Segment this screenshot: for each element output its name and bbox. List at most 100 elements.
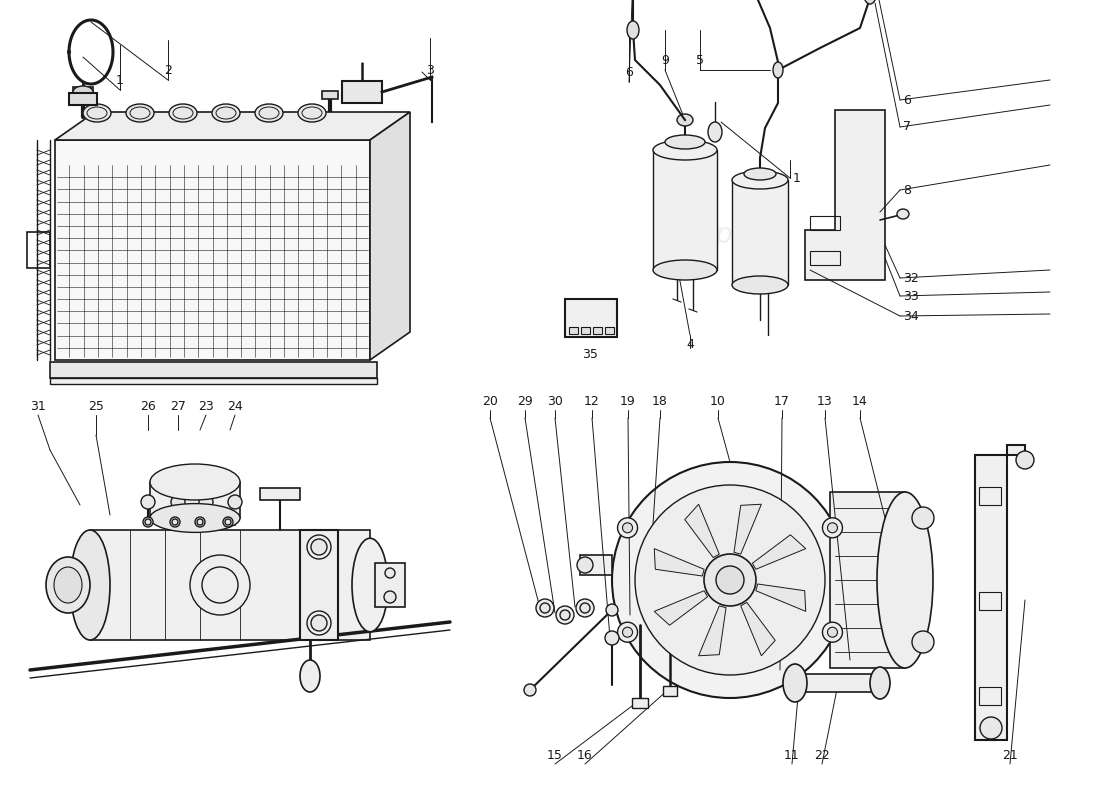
Text: 9: 9 bbox=[661, 54, 669, 67]
Text: eurøparts: eurøparts bbox=[128, 571, 262, 599]
Ellipse shape bbox=[676, 114, 693, 126]
Ellipse shape bbox=[605, 631, 619, 645]
Polygon shape bbox=[795, 674, 880, 692]
Text: 14: 14 bbox=[852, 395, 868, 408]
Polygon shape bbox=[90, 530, 370, 640]
Text: 10: 10 bbox=[711, 395, 726, 408]
Text: 34: 34 bbox=[903, 310, 918, 322]
Text: 35: 35 bbox=[582, 348, 598, 361]
Ellipse shape bbox=[70, 530, 110, 640]
Ellipse shape bbox=[536, 599, 554, 617]
Polygon shape bbox=[685, 504, 719, 558]
Text: 7: 7 bbox=[903, 121, 911, 134]
Ellipse shape bbox=[311, 539, 327, 555]
Text: 27: 27 bbox=[170, 400, 186, 413]
Ellipse shape bbox=[773, 62, 783, 78]
Ellipse shape bbox=[612, 462, 848, 698]
Text: eurøparts: eurøparts bbox=[128, 221, 262, 249]
Ellipse shape bbox=[298, 104, 326, 122]
Ellipse shape bbox=[190, 555, 250, 615]
Bar bbox=[979, 687, 1001, 705]
Ellipse shape bbox=[716, 566, 744, 594]
Bar bbox=[663, 686, 676, 696]
Ellipse shape bbox=[912, 631, 934, 653]
Text: eurøparts: eurøparts bbox=[652, 571, 788, 599]
Ellipse shape bbox=[653, 140, 717, 160]
Bar bbox=[810, 251, 840, 265]
Ellipse shape bbox=[352, 538, 388, 632]
Ellipse shape bbox=[980, 717, 1002, 739]
Text: 13: 13 bbox=[817, 395, 833, 408]
Ellipse shape bbox=[73, 86, 94, 98]
Ellipse shape bbox=[580, 603, 590, 613]
Text: 30: 30 bbox=[547, 395, 563, 408]
Text: 4: 4 bbox=[686, 338, 694, 351]
Bar bbox=[979, 592, 1001, 610]
Bar bbox=[342, 81, 382, 103]
Polygon shape bbox=[370, 112, 410, 360]
Text: 25: 25 bbox=[88, 400, 103, 413]
Ellipse shape bbox=[255, 104, 283, 122]
Bar bbox=[810, 216, 840, 230]
Bar bbox=[979, 487, 1001, 505]
Ellipse shape bbox=[627, 21, 639, 39]
Text: 8: 8 bbox=[903, 183, 911, 197]
Bar bbox=[565, 299, 617, 337]
Polygon shape bbox=[55, 112, 410, 140]
Ellipse shape bbox=[556, 606, 574, 624]
Ellipse shape bbox=[143, 517, 153, 527]
Polygon shape bbox=[580, 555, 612, 575]
Ellipse shape bbox=[870, 667, 890, 699]
Bar bbox=[73, 87, 94, 97]
Text: 6: 6 bbox=[625, 66, 632, 79]
Ellipse shape bbox=[617, 518, 638, 538]
Ellipse shape bbox=[617, 622, 638, 642]
Polygon shape bbox=[654, 549, 704, 576]
Bar bbox=[569, 327, 578, 334]
Ellipse shape bbox=[732, 171, 788, 189]
Ellipse shape bbox=[912, 507, 934, 529]
Ellipse shape bbox=[864, 0, 876, 4]
Ellipse shape bbox=[1016, 451, 1034, 469]
Ellipse shape bbox=[524, 684, 536, 696]
Ellipse shape bbox=[223, 517, 233, 527]
Ellipse shape bbox=[623, 522, 632, 533]
Ellipse shape bbox=[195, 517, 205, 527]
Text: 24: 24 bbox=[227, 400, 243, 413]
Text: 22: 22 bbox=[814, 749, 829, 762]
Ellipse shape bbox=[300, 660, 320, 692]
Bar bbox=[632, 698, 648, 708]
Ellipse shape bbox=[896, 209, 909, 219]
Ellipse shape bbox=[877, 492, 933, 668]
Polygon shape bbox=[805, 110, 886, 280]
Ellipse shape bbox=[704, 554, 756, 606]
Text: 5: 5 bbox=[696, 54, 704, 67]
Polygon shape bbox=[752, 534, 806, 570]
Ellipse shape bbox=[170, 517, 180, 527]
Bar bbox=[322, 91, 338, 99]
Ellipse shape bbox=[576, 599, 594, 617]
Polygon shape bbox=[734, 504, 761, 554]
Ellipse shape bbox=[827, 627, 837, 638]
Text: 20: 20 bbox=[482, 395, 498, 408]
Text: 15: 15 bbox=[547, 749, 563, 762]
Ellipse shape bbox=[150, 504, 240, 533]
Ellipse shape bbox=[141, 495, 155, 509]
Ellipse shape bbox=[653, 260, 717, 280]
Text: 6: 6 bbox=[903, 94, 911, 106]
Polygon shape bbox=[654, 590, 707, 626]
Polygon shape bbox=[732, 180, 788, 285]
Text: 17: 17 bbox=[774, 395, 790, 408]
Ellipse shape bbox=[744, 168, 775, 180]
Text: 18: 18 bbox=[652, 395, 668, 408]
Polygon shape bbox=[756, 584, 806, 611]
Polygon shape bbox=[740, 602, 776, 656]
Text: 33: 33 bbox=[903, 290, 918, 302]
Text: 19: 19 bbox=[620, 395, 636, 408]
Bar bbox=[375, 563, 405, 607]
Text: 2: 2 bbox=[164, 64, 172, 77]
Ellipse shape bbox=[169, 104, 197, 122]
Ellipse shape bbox=[635, 485, 825, 675]
Text: 3: 3 bbox=[426, 64, 433, 77]
Ellipse shape bbox=[199, 495, 213, 509]
